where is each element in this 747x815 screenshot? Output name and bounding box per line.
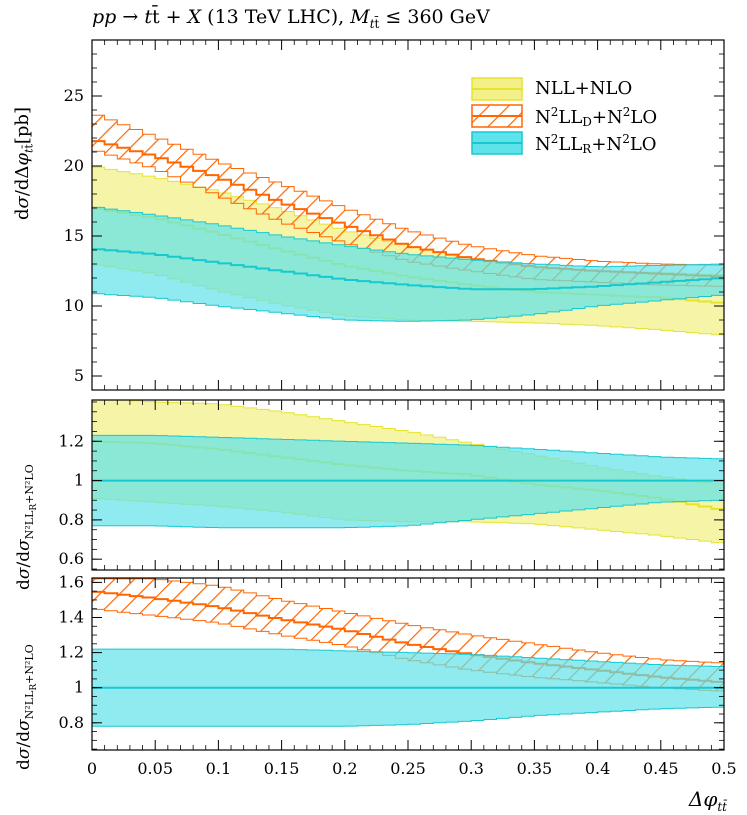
- ratio1-y-axis-label: dσ/dσN²LLR+N²LO: [14, 464, 40, 590]
- ytick-label-ratio1-2: 1: [74, 471, 84, 490]
- band-upper-n-ll-r-n-lo-ratio1: [92, 434, 724, 460]
- ytick-label-ratio1-1: 0.8: [59, 510, 84, 529]
- xtick-label-8: 0.4: [585, 759, 610, 778]
- legend-label-n2lld: N2LLD+N2LO: [535, 105, 658, 129]
- ytick-label-ratio2-4: 1.6: [59, 572, 84, 591]
- ytick-label-main-4: 25: [64, 86, 84, 105]
- xtick-label-10: 0.5: [711, 759, 736, 778]
- band-lower-n-ll-r-n-lo-ratio2: [92, 706, 724, 727]
- central-line-n-ll-r-n-lo-main: [92, 248, 724, 291]
- xtick-label-1: 0.05: [137, 759, 173, 778]
- x-axis-label: Δφtt̄: [688, 787, 727, 814]
- ratio-plot-nll: [92, 400, 724, 544]
- xtick-label-3: 0.15: [264, 759, 300, 778]
- ytick-label-main-3: 20: [64, 156, 84, 175]
- ytick-label-main-2: 15: [64, 226, 84, 245]
- band-n-ll-r-n-lo-main: [92, 207, 724, 322]
- xtick-label-5: 0.25: [390, 759, 426, 778]
- ytick-label-main-0: 5: [74, 366, 84, 385]
- xtick-label-9: 0.45: [643, 759, 679, 778]
- band-lower-n-ll-r-n-lo-ratio1: [92, 499, 724, 529]
- xtick-label-4: 0.2: [332, 759, 357, 778]
- axes: 5 10 15 20 25 0.6 0.8 1 1.2 0.8 1 1.2 1.4 1.6 0 0.05 0.1…: [59, 39, 737, 778]
- ytick-label-ratio2-0: 0.8: [59, 713, 84, 732]
- ytick-label-ratio1-0: 0.6: [59, 549, 84, 568]
- xtick-label-2: 0.1: [206, 759, 231, 778]
- legend: [471, 77, 523, 155]
- ytick-label-ratio1-3: 1.2: [59, 431, 84, 450]
- main-y-axis-label: dσ/dΔφtt̄[pb]: [12, 107, 36, 220]
- ytick-label-ratio2-3: 1.4: [59, 607, 84, 626]
- band-upper-n-ll-r-n-lo-main: [92, 206, 724, 268]
- band-lower-n-ll-r-n-lo-main: [92, 293, 724, 322]
- main-plot: [92, 114, 724, 336]
- band-upper-n-ll-d-n-lo-main: [92, 114, 724, 266]
- ytick-label-ratio2-1: 1: [74, 678, 84, 697]
- xtick-label-7: 0.35: [517, 759, 553, 778]
- ratio-plot-n2lld: [92, 578, 724, 727]
- xtick-label-0: 0: [87, 759, 97, 778]
- ytick-label-ratio2-2: 1.2: [59, 643, 84, 662]
- xtick-label-6: 0.3: [458, 759, 483, 778]
- chart-title: pp → tt̄ + X (13 TeV LHC), Mtt̄ ≤ 360 Ge…: [92, 6, 490, 31]
- band-upper-n-ll-r-n-lo-ratio2: [92, 648, 724, 667]
- ratio2-y-axis-label: dσ/dσN²LLR+N²LO: [14, 644, 40, 770]
- legend-label-n2llr: N2LLR+N2LO: [535, 132, 657, 156]
- legend-label-nll: NLL+NLO: [535, 78, 633, 99]
- ytick-label-main-1: 10: [64, 296, 84, 315]
